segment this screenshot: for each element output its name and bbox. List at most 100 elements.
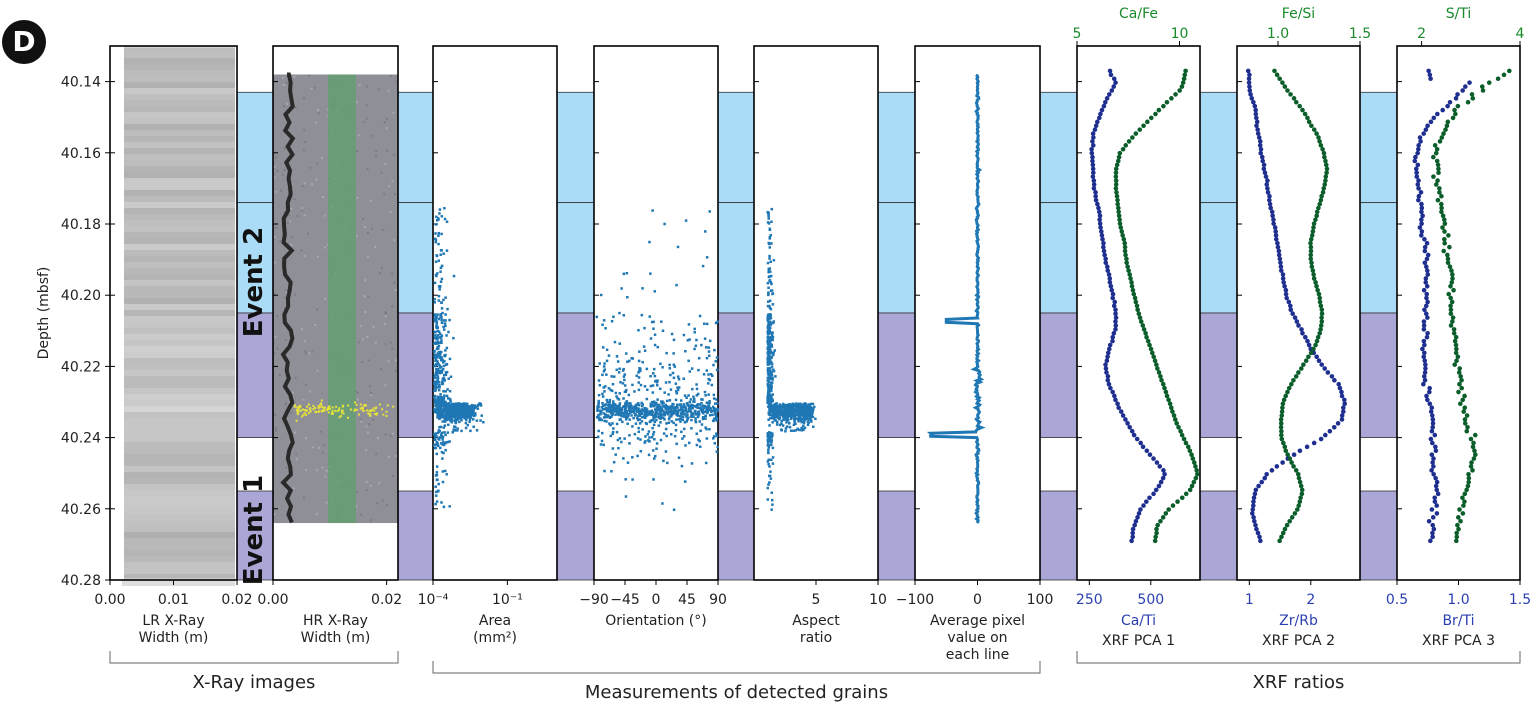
hr-xray-grain bbox=[340, 414, 343, 417]
area-point bbox=[453, 403, 456, 406]
xrf-point-Ca/Ti bbox=[1103, 256, 1108, 262]
lr-xray-band bbox=[122, 286, 235, 292]
area-point bbox=[439, 446, 442, 450]
area-point bbox=[466, 414, 470, 418]
orientation-point bbox=[650, 409, 654, 412]
aspect-point bbox=[769, 360, 773, 364]
orientation-point bbox=[703, 390, 707, 394]
area-point bbox=[472, 409, 475, 412]
xrf-point-Ca/Ti bbox=[1113, 323, 1119, 328]
aspect-point bbox=[770, 458, 773, 462]
area-point bbox=[440, 501, 443, 504]
orientation-point bbox=[652, 327, 655, 330]
xrf-point-Ca/Fe bbox=[1145, 338, 1151, 344]
area-point bbox=[436, 409, 440, 412]
orientation-point bbox=[664, 450, 668, 453]
xrf-point-Ca/Fe bbox=[1155, 522, 1160, 528]
xrf-point-Br/Ti bbox=[1419, 201, 1424, 207]
grains-group-bracket bbox=[432, 661, 1041, 674]
xrf-point-Br/Ti bbox=[1455, 92, 1460, 97]
area-point bbox=[456, 411, 459, 414]
area-point bbox=[469, 409, 473, 412]
area-point bbox=[441, 311, 444, 315]
interval-band-light-blue bbox=[877, 202, 916, 314]
xrf-point-Ca/Fe bbox=[1140, 323, 1146, 328]
area-point bbox=[439, 266, 443, 270]
top-tick-label: 10 bbox=[1171, 26, 1189, 42]
aspect-point bbox=[770, 345, 774, 348]
hr-xray-speckle bbox=[384, 433, 387, 436]
xrf-point-Ca/Fe bbox=[1130, 287, 1136, 293]
xrf-point-Br/Ti bbox=[1440, 107, 1445, 113]
xrf-point-Br/Ti bbox=[1421, 319, 1427, 324]
xrf-point-Br/Ti bbox=[1418, 139, 1423, 144]
area-point bbox=[433, 334, 437, 337]
area-point bbox=[436, 334, 440, 337]
hr-xray-speckle bbox=[379, 272, 382, 275]
xrf-point-Ca/Fe bbox=[1113, 170, 1119, 176]
xrf-point-Fe/Si bbox=[1311, 276, 1317, 281]
area-point bbox=[440, 264, 444, 268]
aspect-point bbox=[768, 370, 771, 374]
orientation-point bbox=[640, 404, 644, 408]
xrf-point-Fe/Si bbox=[1306, 119, 1312, 125]
xrf-point-Fe/Si bbox=[1293, 99, 1299, 105]
hr-xray-speckle bbox=[363, 225, 366, 228]
area-point bbox=[468, 416, 471, 419]
hr-xray-speckle bbox=[366, 431, 369, 434]
orientation-point bbox=[651, 449, 655, 452]
xrf-point-Br/Ti bbox=[1429, 405, 1435, 410]
hr-xray-grain bbox=[359, 407, 362, 410]
orientation-point bbox=[695, 338, 698, 342]
area-point bbox=[454, 425, 457, 429]
xrf-point-Ca/Ti bbox=[1147, 495, 1152, 501]
xrf-point-Zr/Rb bbox=[1283, 287, 1289, 293]
hr-xray-speckle bbox=[372, 325, 375, 328]
aspect-point bbox=[770, 508, 773, 511]
area-point bbox=[444, 296, 447, 299]
xrf-point-Ca/Ti bbox=[1103, 260, 1109, 266]
aspect-point bbox=[767, 448, 770, 452]
area-point bbox=[461, 413, 465, 416]
hr-xray-speckle bbox=[273, 513, 276, 516]
xrf-point-S/Ti bbox=[1448, 303, 1453, 309]
aspect-point bbox=[766, 304, 770, 308]
hr-xray-grain bbox=[314, 406, 317, 409]
orientation-point bbox=[672, 376, 676, 380]
orientation-point bbox=[662, 410, 665, 413]
orientation-point bbox=[637, 407, 640, 411]
xrf-point-S/Ti bbox=[1454, 530, 1460, 536]
orientation-point bbox=[657, 407, 660, 410]
aspect-point bbox=[800, 426, 803, 430]
xrf-point-Zr/Rb bbox=[1251, 499, 1256, 504]
xrf-point-Ca/Ti bbox=[1099, 107, 1105, 113]
xrf-point-S/Ti bbox=[1455, 354, 1461, 360]
aspect-point bbox=[784, 430, 787, 433]
xrf-point-S/Ti bbox=[1433, 182, 1439, 187]
orientation-point bbox=[711, 405, 715, 409]
orientation-point bbox=[675, 283, 678, 287]
orientation-point bbox=[644, 421, 648, 425]
aspect-point bbox=[772, 320, 776, 323]
lr-xray-band bbox=[122, 262, 235, 268]
xrf-point-S/Ti bbox=[1462, 393, 1467, 399]
hr-xray-grain bbox=[298, 404, 301, 407]
hr-xray-speckle bbox=[279, 240, 282, 243]
aspect-point bbox=[766, 326, 770, 329]
xrf-point-Ca/Fe bbox=[1178, 428, 1183, 434]
xrf-point-Ca/Fe bbox=[1114, 190, 1119, 195]
xrf-point-Ca/Ti bbox=[1154, 460, 1160, 465]
xrf-point-S/Ti bbox=[1437, 139, 1443, 144]
xrf-point-Ca/Ti bbox=[1105, 350, 1111, 356]
lr-xray-band bbox=[122, 214, 235, 220]
x-tick-label: 1.5 bbox=[1509, 592, 1531, 608]
xrf-point-Zr/Rb bbox=[1262, 475, 1268, 481]
area-point bbox=[442, 319, 446, 322]
area-point bbox=[444, 363, 448, 367]
orientation-point bbox=[713, 407, 716, 410]
aspect-point bbox=[810, 408, 813, 411]
hr-xray-speckle bbox=[368, 423, 371, 426]
hr-xray-speckle bbox=[303, 141, 306, 144]
area-point bbox=[451, 431, 455, 434]
orientation-point bbox=[652, 404, 656, 407]
